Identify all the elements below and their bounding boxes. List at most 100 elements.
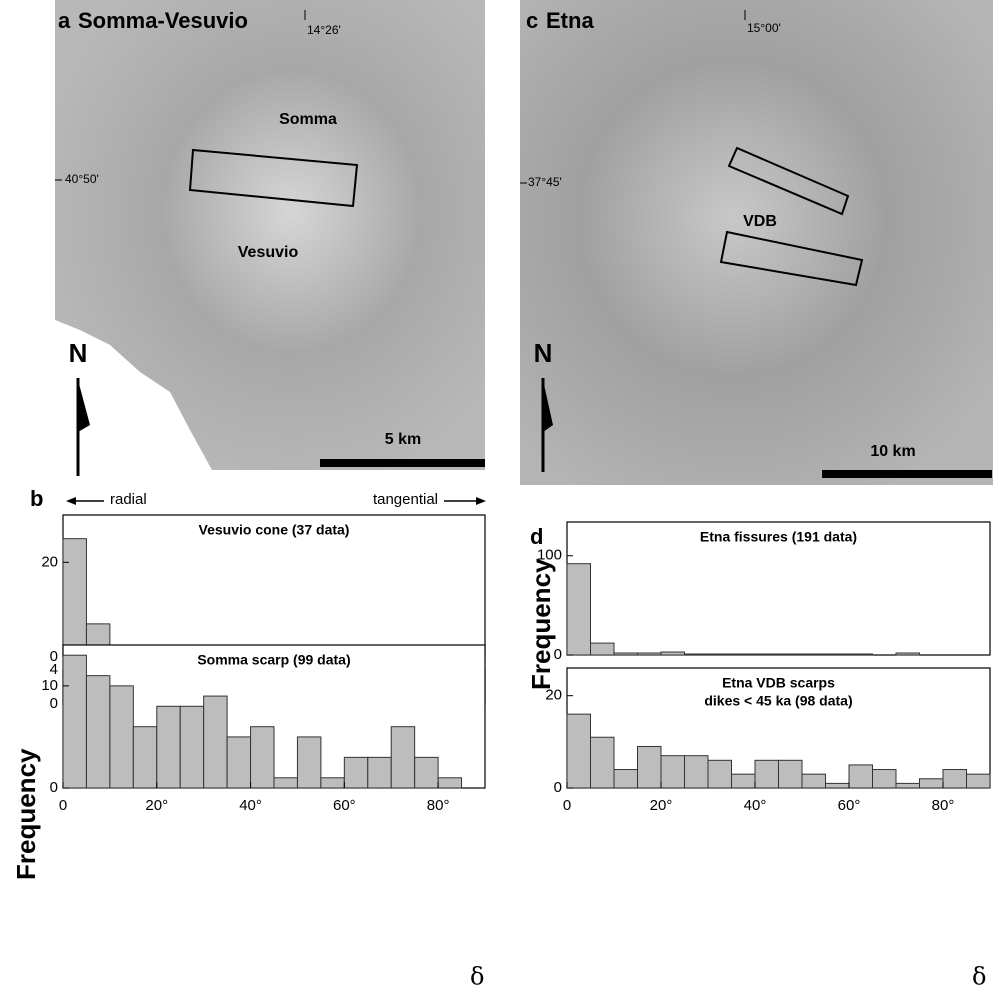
bar: [157, 706, 180, 788]
bar: [826, 654, 850, 655]
x-axis-symbol: δ: [470, 963, 484, 988]
y-tick-label: 10: [41, 677, 58, 694]
x-tick-label: 60°: [838, 797, 861, 814]
bar: [180, 706, 203, 788]
bar: [63, 539, 86, 657]
x-tick-label: 0: [563, 797, 571, 814]
bar: [943, 770, 967, 788]
right-label: tangential: [373, 491, 438, 508]
scale-label: 5 km: [385, 431, 421, 448]
relief: [520, 0, 993, 485]
bar: [391, 727, 414, 788]
bar: [227, 737, 250, 788]
bar: [251, 727, 274, 788]
bar: [967, 774, 991, 788]
bar: [920, 779, 944, 788]
bar: [415, 757, 438, 788]
x-tick-label: 80°: [427, 797, 450, 814]
bar: [896, 783, 920, 788]
histogram-title: Etna fissures (191 data): [700, 529, 857, 545]
bar: [732, 654, 756, 655]
histogram-title: Etna VDB scarps: [722, 675, 835, 691]
scale-bar: [822, 470, 992, 478]
y-tick-label: 4: [50, 661, 58, 678]
north-label: N: [534, 338, 553, 368]
bar: [567, 714, 591, 788]
panel-letter: c: [526, 8, 538, 33]
map-title: Somma-Vesuvio: [78, 8, 248, 33]
bar: [896, 653, 920, 655]
arrow-head: [66, 497, 76, 505]
y-tick-label: 20: [41, 553, 58, 570]
bar: [204, 696, 227, 788]
bar: [567, 564, 591, 655]
bar: [614, 653, 638, 655]
x-tick-label: 60°: [333, 797, 356, 814]
map-title: Etna: [546, 8, 594, 33]
bar: [685, 756, 709, 788]
longitude: 15°00': [747, 21, 781, 35]
longitude: 14°26': [307, 23, 341, 37]
x-tick-label: 20°: [145, 797, 168, 814]
y-tick-label: 100: [537, 547, 562, 564]
bar: [779, 654, 803, 655]
bar: [591, 737, 615, 788]
bar: [661, 652, 685, 655]
y-tick-label: 0: [50, 779, 58, 796]
map-a: a Somma-Vesuvio 14°26' 40°50' Somma Vesu…: [55, 0, 485, 476]
bar: [63, 655, 86, 788]
y-tick-label: 20: [545, 687, 562, 704]
bar: [779, 760, 803, 788]
bar: [755, 654, 779, 655]
bar: [873, 770, 897, 788]
bar: [638, 653, 662, 655]
bar: [755, 760, 779, 788]
x-tick-label: 80°: [932, 797, 955, 814]
bar: [732, 774, 756, 788]
bar: [849, 765, 873, 788]
y-axis-label: Frequency: [526, 558, 556, 690]
bar: [802, 654, 826, 655]
map-c: c Etna 15°00' 37°45' VDB N 10 km: [520, 0, 993, 485]
y-axis-label: Frequency: [11, 748, 41, 880]
latitude: 40°50': [65, 172, 99, 186]
scale-bar: [320, 459, 485, 467]
latitude: 37°45': [528, 175, 562, 189]
bar: [614, 770, 638, 788]
bar: [274, 778, 297, 788]
bar: [708, 654, 732, 655]
scale-label: 10 km: [870, 443, 915, 460]
bar: [685, 654, 709, 655]
bar: [591, 643, 615, 655]
bar: [661, 756, 685, 788]
x-tick-label: 40°: [239, 797, 262, 814]
bar: [802, 774, 826, 788]
bar: [826, 783, 850, 788]
bar: [638, 746, 662, 788]
histogram-title: Vesuvio cone (37 data): [199, 522, 350, 538]
bar: [321, 778, 344, 788]
arrow-head: [476, 497, 486, 505]
panel-letter: d: [530, 524, 543, 549]
panel-letter: b: [30, 486, 43, 511]
bar: [368, 757, 391, 788]
bar: [133, 727, 156, 788]
x-tick-label: 0: [59, 797, 67, 814]
place-label: VDB: [743, 213, 777, 230]
y-tick-label: 0: [554, 646, 562, 663]
y-tick-label: 0: [554, 779, 562, 796]
place-label: Vesuvio: [238, 244, 299, 261]
bar: [110, 686, 133, 788]
bar: [297, 737, 320, 788]
north-label: N: [69, 338, 88, 368]
place-label: Somma: [279, 111, 337, 128]
bar: [849, 654, 873, 655]
histogram-subtitle: dikes < 45 ka (98 data): [704, 693, 852, 709]
bar: [708, 760, 732, 788]
left-label: radial: [110, 491, 147, 508]
bar: [86, 676, 109, 788]
panel-letter: a: [58, 8, 71, 33]
x-tick-label: 40°: [744, 797, 767, 814]
histogram-title: Somma scarp (99 data): [197, 652, 350, 668]
bar: [344, 757, 367, 788]
